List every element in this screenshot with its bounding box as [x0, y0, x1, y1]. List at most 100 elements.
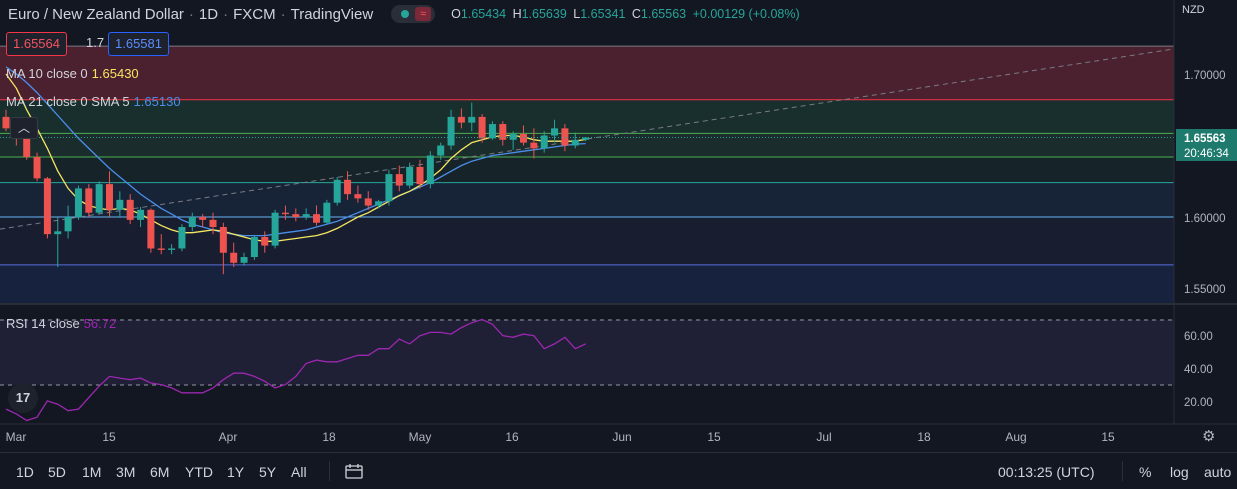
candle — [520, 125, 527, 146]
timeframe-5d-button[interactable]: 5D — [48, 464, 66, 480]
rsi-value: 56.72 — [83, 316, 117, 331]
candle-body — [126, 199, 134, 220]
candle-body — [178, 227, 186, 249]
exchange-label: FXCM — [233, 5, 276, 23]
candle-body — [582, 137, 590, 140]
candle — [551, 119, 559, 143]
timeframe-3m-button[interactable]: 3M — [116, 464, 136, 480]
candle-body — [199, 217, 207, 220]
sell-price-button[interactable]: 1.65564 — [6, 32, 67, 56]
candle — [85, 184, 93, 217]
candle-body — [95, 184, 103, 213]
candle — [137, 206, 145, 228]
candle-body — [457, 116, 465, 123]
high-label: H — [512, 7, 522, 21]
bottom-toolbar: 1D 5D 1M 3M 6M YTD 1Y 5Y All 00:13:25 (U… — [0, 452, 1237, 489]
candle-body — [250, 237, 258, 258]
candle-body — [520, 134, 527, 143]
timeframe-1y-button[interactable]: 1Y — [227, 464, 245, 480]
timeframe-1m-button[interactable]: 1M — [82, 464, 102, 480]
candle — [488, 121, 496, 140]
candle — [74, 185, 82, 220]
timeframe-all-button[interactable]: All — [291, 464, 307, 480]
candle — [95, 181, 103, 215]
spread-value: 1.7 — [86, 35, 105, 50]
candle — [530, 128, 538, 159]
currency-label: NZD — [1182, 4, 1205, 16]
candle-body — [499, 124, 507, 140]
percent-scale-button[interactable]: % — [1139, 464, 1152, 480]
calendar-range-icon[interactable] — [345, 463, 363, 479]
band-bottom — [0, 264, 1174, 303]
candle — [375, 199, 383, 209]
candle-body — [426, 155, 434, 185]
price-axis[interactable] — [1174, 0, 1237, 425]
candle — [468, 102, 476, 132]
candle — [437, 142, 445, 160]
chevron-up-icon: ︿ — [17, 121, 30, 135]
ma10-legend[interactable]: MA 10 close 0 1.65430 — [6, 66, 139, 81]
candle — [540, 131, 548, 153]
low-value: 1.65341 — [580, 7, 626, 21]
gear-icon[interactable]: ⚙ — [1202, 428, 1216, 445]
timeframe-5y-button[interactable]: 5Y — [259, 464, 277, 480]
current-price-badge — [1176, 129, 1237, 161]
current-price-label: 1.65563 — [1184, 133, 1226, 145]
candle-body — [468, 116, 476, 123]
band-5 — [0, 182, 1174, 217]
candle — [168, 244, 176, 255]
market-open-dot-icon — [401, 10, 410, 18]
interval-label[interactable]: 1D — [198, 5, 219, 23]
candle — [178, 224, 186, 252]
rsi-legend[interactable]: RSI 14 close 56.72 — [6, 316, 116, 331]
time-axis[interactable]: Mar 15 Apr 18 May 16 Jun 15 Jul 18 Aug 15 — [6, 430, 1115, 444]
ma21-value: 1.65130 — [133, 94, 181, 109]
rsi-tick-3: 20.00 — [1184, 397, 1213, 409]
candle-body — [437, 145, 445, 156]
candle — [499, 121, 507, 146]
timeframe-6m-button[interactable]: 6M — [150, 464, 170, 480]
close-value: 1.65563 — [640, 7, 687, 21]
low-label: L — [573, 7, 581, 21]
ma21-legend[interactable]: MA 21 close 0 SMA 5 1.65130 — [6, 94, 181, 109]
ma10-label: MA 10 close 0 — [6, 66, 88, 81]
candle — [33, 152, 41, 182]
source-label: TradingView — [290, 5, 374, 23]
band-4 — [0, 156, 1174, 183]
candle — [509, 131, 517, 150]
market-status[interactable]: ≈ — [391, 5, 436, 23]
rsi-band — [0, 320, 1174, 385]
candle — [43, 176, 51, 239]
utc-clock[interactable]: 00:13:25 (UTC) — [998, 464, 1095, 480]
candle — [333, 176, 341, 206]
time-axis-label: May — [409, 430, 432, 444]
candle-body — [488, 124, 496, 139]
time-axis-label: Aug — [1005, 430, 1026, 444]
collapse-legend-button[interactable]: ︿ — [10, 117, 38, 139]
rsi-line — [5, 318, 586, 422]
candle — [395, 165, 403, 192]
candle-body — [209, 219, 217, 228]
price-tick-3: 1.55000 — [1184, 284, 1226, 296]
tradingview-logo-icon[interactable]: 17 — [8, 383, 38, 413]
candle — [188, 212, 196, 232]
log-scale-button[interactable]: log — [1170, 464, 1189, 480]
candle — [116, 191, 124, 217]
buy-price-button[interactable]: 1.65581 — [108, 32, 169, 56]
time-axis-label: 18 — [322, 430, 336, 444]
candle-body — [74, 188, 82, 217]
timeframe-1d-button[interactable]: 1D — [16, 464, 34, 480]
time-axis-label: 15 — [1101, 430, 1115, 444]
candle — [344, 171, 352, 200]
auto-scale-button[interactable]: auto — [1204, 464, 1232, 480]
candle-body — [333, 179, 341, 203]
candle — [230, 242, 238, 268]
chart-canvas[interactable]: NZD 1.70000 1.60000 1.55000 1.65563 20:4… — [0, 0, 1237, 452]
candle — [147, 208, 155, 253]
timeframe-ytd-button[interactable]: YTD — [185, 464, 213, 480]
separator-dot: · — [223, 5, 229, 23]
wave-icon: ≈ — [415, 7, 432, 21]
ma10-value: 1.65430 — [91, 66, 139, 81]
candle — [323, 199, 331, 225]
symbol-name[interactable]: Euro / New Zealand Dollar — [8, 5, 184, 23]
